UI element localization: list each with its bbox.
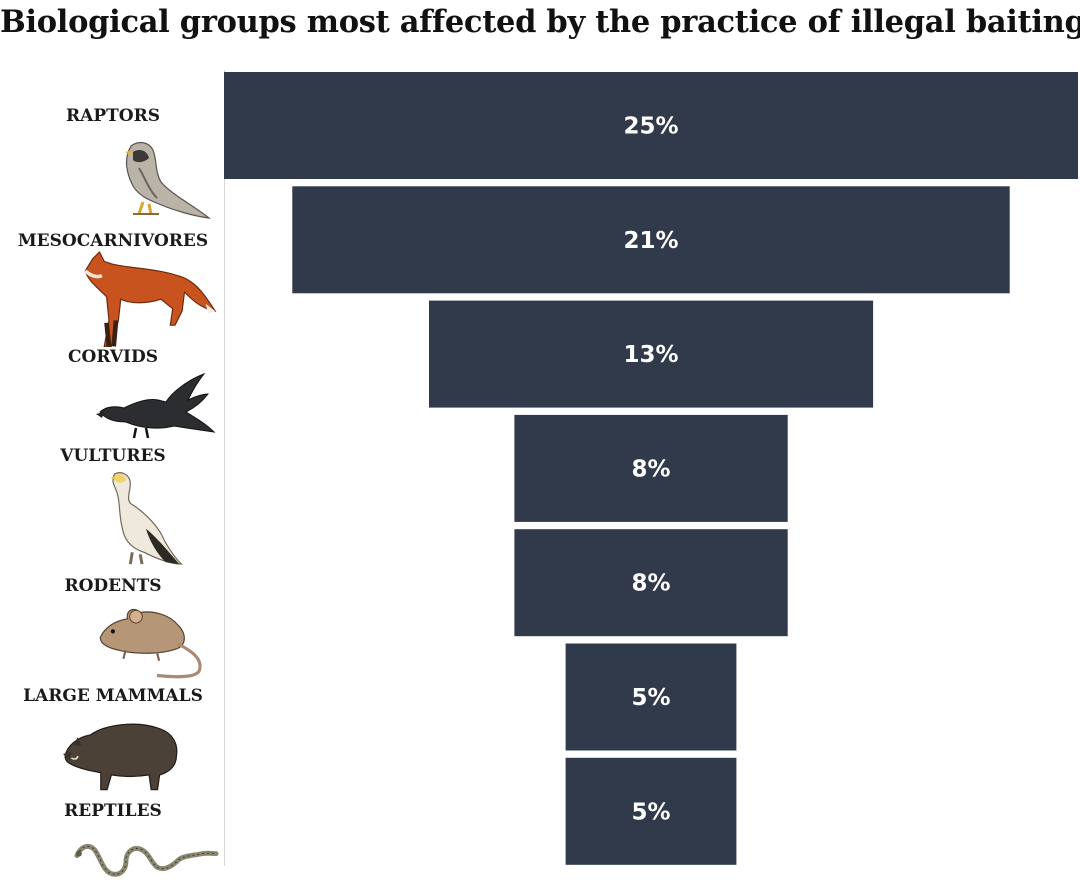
mouse-icon: [98, 607, 202, 679]
snake-icon: [76, 846, 216, 874]
category-label: LARGE MAMMALS: [23, 686, 203, 706]
bar-large-mammals: [565, 643, 737, 751]
bar-vultures: [514, 414, 788, 522]
bar-rodents: [514, 529, 788, 637]
vulture-icon: [109, 471, 183, 566]
boar-icon: [62, 723, 178, 791]
labels-layer: 25% RAPTORS 21% MESOCARNIVORES 13% CORVIDS 8% V…: [18, 106, 679, 874]
bar-mesocarnivores: [292, 186, 1010, 294]
value-label: 21%: [623, 228, 678, 254]
category-label: REPTILES: [64, 801, 162, 821]
value-label: 8%: [631, 571, 670, 597]
chart-title: Biological groups most affected by the p…: [0, 4, 1080, 40]
bar-corvids: [429, 300, 874, 408]
bar-raptors: [224, 72, 1078, 179]
fox-icon: [85, 252, 215, 346]
falcon-icon: [123, 141, 211, 220]
category-label: VULTURES: [59, 446, 165, 466]
category-label: RAPTORS: [66, 106, 160, 126]
value-label: 5%: [631, 685, 670, 711]
bars-layer: [224, 72, 1078, 865]
bar-reptiles: [565, 757, 737, 865]
category-label: CORVIDS: [68, 347, 158, 367]
crow-icon: [94, 372, 216, 440]
category-label: RODENTS: [64, 576, 161, 596]
value-label: 13%: [623, 342, 678, 368]
value-label: 5%: [631, 799, 670, 825]
category-label: MESOCARNIVORES: [18, 231, 208, 251]
value-label: 25%: [623, 114, 678, 140]
value-label: 8%: [631, 456, 670, 482]
